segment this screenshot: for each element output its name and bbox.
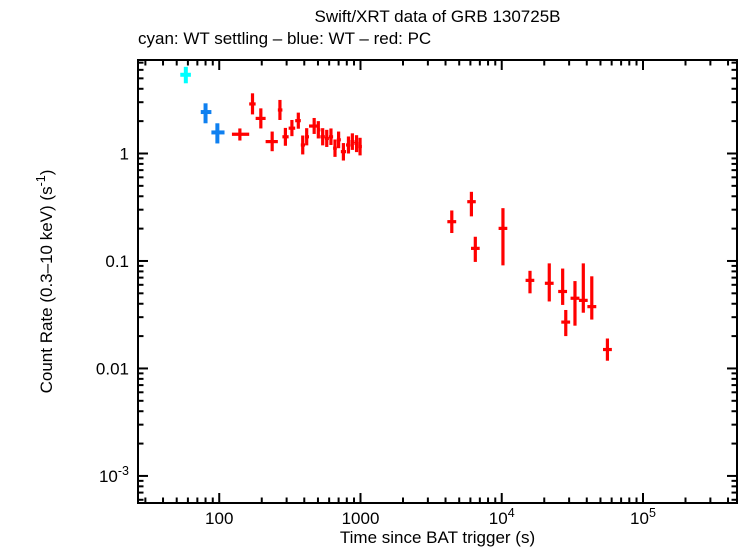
x-tick-label: 100 [205, 509, 233, 528]
y-tick-label: 0.1 [105, 252, 129, 271]
plot-frame [137, 59, 738, 504]
chart-title: Swift/XRT data of GRB 130725B [314, 7, 561, 26]
y-axis-label: Count Rate (0.3–10 keV) (s-1) [34, 170, 56, 394]
x-axis-label: Time since BAT trigger (s) [339, 528, 536, 547]
chart-legend-subtitle: cyan: WT settling – blue: WT – red: PC [138, 29, 432, 48]
series-wt [200, 103, 225, 144]
x-tick-label: 105 [630, 506, 656, 528]
x-tick-label: 1000 [342, 509, 380, 528]
series-pc [231, 93, 612, 361]
x-tick-label: 104 [489, 506, 515, 528]
y-tick-label: 0.01 [96, 359, 129, 378]
series-wt-settling [180, 66, 191, 84]
y-tick-label: 10-3 [99, 464, 129, 486]
y-tick-label: 1 [120, 144, 129, 163]
